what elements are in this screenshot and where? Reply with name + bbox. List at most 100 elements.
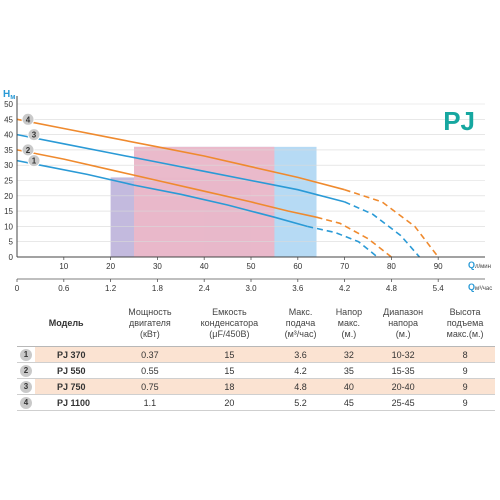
model-cell: PJ 550 <box>35 362 116 379</box>
header-range-line2: напора <box>388 317 419 328</box>
x2-tick-label: 0.6 <box>58 284 70 293</box>
y-tick-label: 40 <box>4 131 13 140</box>
flow-cell: 4.8 <box>274 378 327 395</box>
header-range: Диапазон напора (м.) <box>371 300 436 347</box>
header-flow-line1: Макс. <box>288 306 313 317</box>
y-tick-label: 15 <box>4 207 13 216</box>
header-flow-line2: подача <box>285 317 316 328</box>
pump-curve-chart: 0 5 10 15 20 25 30 35 40 45 50 10 20 30 40 50 60 70 80 90 0 0… <box>3 89 492 293</box>
power-cell: 1.1 <box>115 394 185 411</box>
specifications-table: Модель Мощность двигателя (кВт) Емкость … <box>17 300 495 411</box>
model-cell: PJ 750 <box>35 378 116 395</box>
y-tick-label: 45 <box>4 115 13 124</box>
model-cell: PJ 370 <box>35 346 116 363</box>
range-cell: 20-40 <box>371 378 436 395</box>
header-lift-line2: подъема <box>446 317 484 328</box>
x-tick-label: 40 <box>200 262 209 271</box>
header-lift-line1: Высота <box>449 306 481 317</box>
curve-3-badge <box>27 128 41 142</box>
lift-cell: 8 <box>435 346 495 363</box>
x2-tick-label: 5.4 <box>433 284 445 293</box>
curve-1-badge-label: 1 <box>32 157 37 166</box>
row-number-cell: 2 <box>17 362 35 379</box>
head-cell: 32 <box>326 346 372 363</box>
table-row: 1 PJ 370 0.37 15 3.6 32 10-32 8 <box>17 346 495 363</box>
x-tick-label: 60 <box>293 262 302 271</box>
range-cell: 15-35 <box>371 362 436 379</box>
y-tick-label: 30 <box>4 161 13 170</box>
header-lift-line3: макс.(м.) <box>446 328 484 339</box>
head-cell: 40 <box>326 378 372 395</box>
x2-tick-label: 3.0 <box>245 284 257 293</box>
header-power: Мощность двигателя (кВт) <box>115 300 185 347</box>
curve-1-badge <box>27 154 41 168</box>
chart-labels: 0 5 10 15 20 25 30 35 40 45 50 10 20 30 40 50 60 70 80 90 0 0… <box>3 89 492 293</box>
x-tick-label: 90 <box>434 262 443 271</box>
header-power-line3: (кВт) <box>140 328 160 339</box>
range-cell: 10-32 <box>371 346 436 363</box>
capacitor-cell: 18 <box>184 378 275 395</box>
x2-tick-label: 4.8 <box>386 284 398 293</box>
row-number-badge: 4 <box>20 396 32 409</box>
y-tick-label: 50 <box>4 100 13 109</box>
curve-1-dashed <box>307 225 378 258</box>
curve-4-badge <box>21 112 35 126</box>
chart-axes <box>16 96 485 282</box>
capacitor-cell: 15 <box>184 362 275 379</box>
x-tick-label: 20 <box>106 262 115 271</box>
curve-4-solid <box>16 118 345 191</box>
y-tick-label: 10 <box>4 222 13 231</box>
flow-cell: 5.2 <box>274 394 327 411</box>
curve-2-badge-label: 2 <box>26 146 31 155</box>
header-head-line1: Напор <box>335 306 363 317</box>
row-number-badge: 1 <box>20 348 32 361</box>
header-range-line3: (м.) <box>395 328 411 339</box>
power-cell: 0.75 <box>115 378 185 395</box>
power-cell: 0.37 <box>115 346 185 363</box>
lift-cell: 9 <box>435 362 495 379</box>
y-tick-label: 0 <box>9 253 14 262</box>
curve-4-badge-label: 4 <box>26 115 31 124</box>
lift-cell: 9 <box>435 394 495 411</box>
performance-curves <box>16 118 439 258</box>
x-tick-label: 70 <box>340 262 349 271</box>
header-head-line3: (м.) <box>341 328 357 339</box>
header-capacitor-line2: конденсатора <box>200 317 259 328</box>
head-cell: 45 <box>326 394 372 411</box>
curve-2-dashed <box>316 216 392 258</box>
header-capacitor-line1: Емкость <box>212 306 247 317</box>
row-number-cell: 4 <box>17 394 35 411</box>
x2-tick-label: 0 <box>15 284 20 293</box>
x2-axis-label: Qм³/час <box>468 282 492 292</box>
curve-4-dashed <box>344 188 439 258</box>
curve-2-badge <box>21 143 35 157</box>
lift-cell: 9 <box>435 378 495 395</box>
y-tick-label: 35 <box>4 146 13 155</box>
model-cell: PJ 1100 <box>35 394 116 411</box>
y-axis-label: Hм <box>3 89 15 101</box>
x2-tick-label: 1.8 <box>152 284 164 293</box>
head-cell: 35 <box>326 362 372 379</box>
power-cell: 0.55 <box>115 362 185 379</box>
range-cell: 25-45 <box>371 394 436 411</box>
x-tick-label: 80 <box>387 262 396 271</box>
x-axis-label: Qл/мин <box>468 260 491 270</box>
x2-tick-label: 2.4 <box>199 284 211 293</box>
table-row: 3 PJ 750 0.75 18 4.8 40 20-40 9 <box>17 378 495 395</box>
row-number-cell: 1 <box>17 346 35 363</box>
row-number-cell: 3 <box>17 378 35 395</box>
header-head: Напор макс. (м.) <box>326 300 372 347</box>
header-capacitor-line3: (μF/450B) <box>209 328 250 339</box>
capacitor-cell: 15 <box>184 346 275 363</box>
header-head-line2: макс. <box>337 317 360 328</box>
x-tick-label: 30 <box>153 262 162 271</box>
header-flow: Макс. подача (м³/час) <box>274 300 327 347</box>
y-tick-label: 5 <box>9 238 14 247</box>
curve-2-solid <box>16 149 317 218</box>
x2-tick-label: 4.2 <box>339 284 351 293</box>
table-row: 2 PJ 550 0.55 15 4.2 35 15-35 9 <box>17 362 495 379</box>
chart-title: PJ <box>443 106 475 136</box>
x2-tick-label: 1.2 <box>105 284 117 293</box>
curve-3-badge-label: 3 <box>32 131 37 140</box>
header-flow-line3: (м³/час) <box>284 328 317 339</box>
